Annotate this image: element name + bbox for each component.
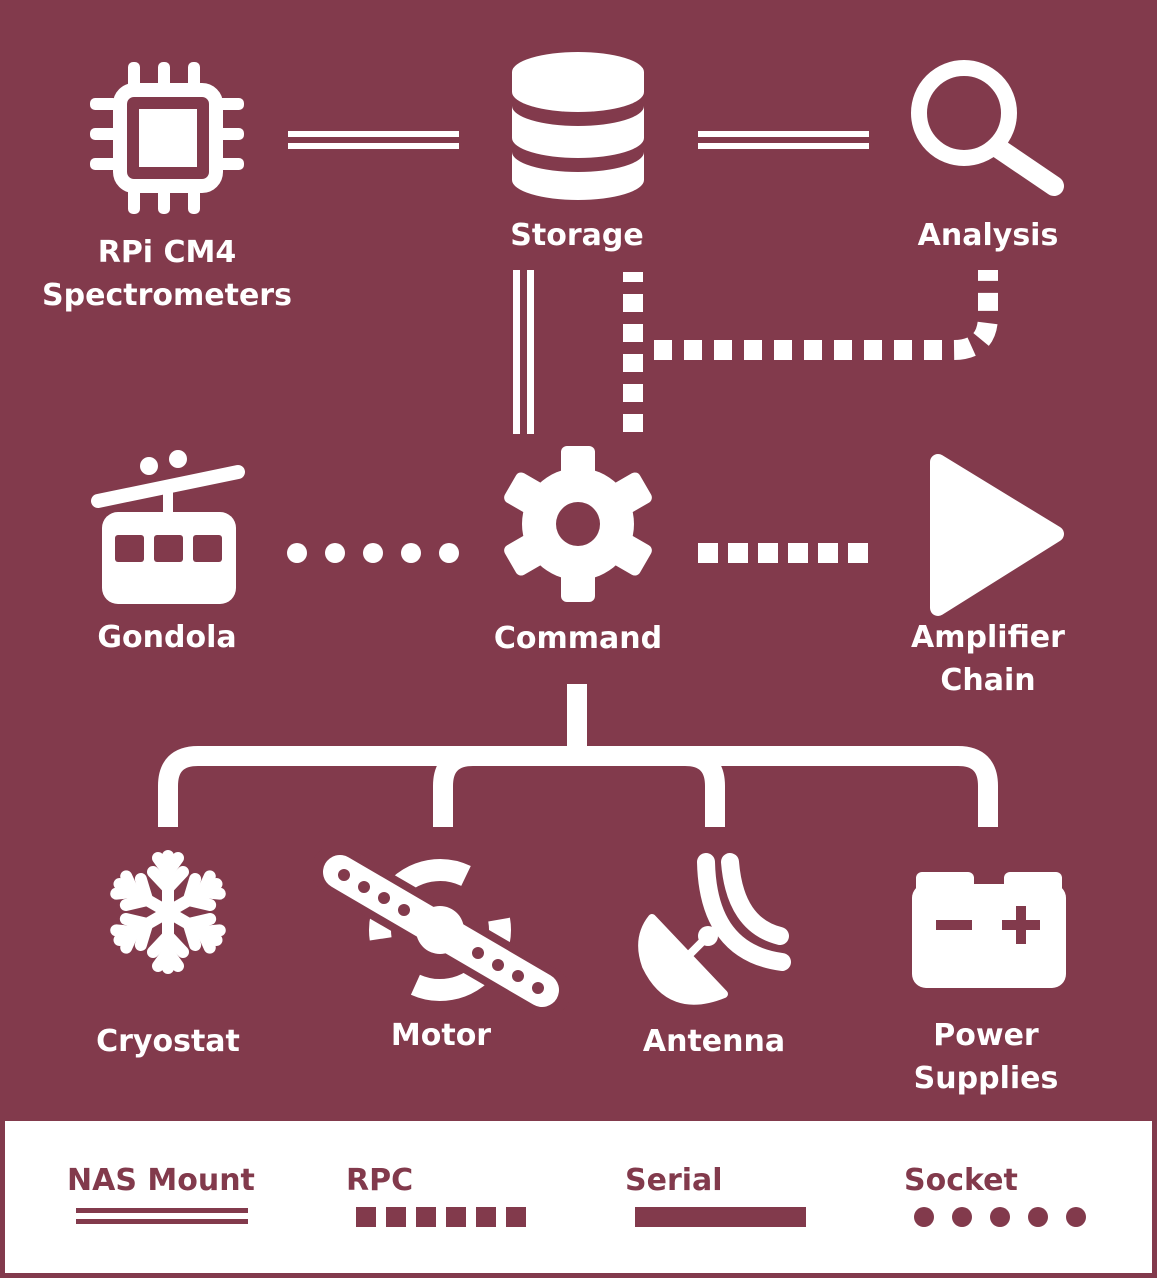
node-command-label: Command <box>493 621 663 656</box>
link-rpi-storage-nas <box>288 131 459 149</box>
snowflake-icon <box>110 850 226 974</box>
link-command-devices-serial <box>158 684 998 827</box>
legend-nas-label: NAS Mount <box>67 1163 255 1198</box>
node-antenna-label: Antenna <box>642 1024 786 1059</box>
node-power-label: Power Supplies <box>914 1014 1059 1100</box>
play-triangle-icon <box>930 454 1064 616</box>
node-rpi-label-line1: RPi CM4 <box>97 235 237 270</box>
node-analysis-label: Analysis <box>917 218 1059 253</box>
link-storage-command-nas <box>513 270 534 434</box>
node-rpi-label-line2: Spectrometers <box>42 278 292 313</box>
gear-icon <box>504 446 652 602</box>
node-rpi-label: RPi CM4 Spectrometers <box>42 231 292 317</box>
node-amplifier-label-line2: Chain <box>940 663 1036 698</box>
satellite-dish-icon <box>638 853 791 1005</box>
database-icon <box>512 52 644 200</box>
legend-serial-label: Serial <box>625 1163 723 1198</box>
node-amplifier-label: Amplifier Chain <box>911 616 1065 702</box>
legend-rpc-label: RPC <box>346 1163 414 1198</box>
link-analysis-command-rpc <box>623 270 998 432</box>
link-storage-analysis-nas <box>698 131 869 149</box>
node-cryostat-label: Cryostat <box>96 1024 240 1059</box>
legend-socket-label: Socket <box>904 1163 1018 1198</box>
node-motor-label: Motor <box>390 1018 492 1053</box>
link-gondola-command-socket <box>287 543 459 563</box>
node-power-label-line1: Power <box>933 1018 1039 1053</box>
node-storage-label: Storage <box>510 218 644 253</box>
node-amplifier-label-line1: Amplifier <box>911 620 1065 655</box>
battery-icon <box>912 872 1066 988</box>
gondola-icon <box>91 450 245 604</box>
node-gondola-label: Gondola <box>97 620 237 655</box>
node-power-label-line2: Supplies <box>913 1061 1059 1096</box>
magnifier-icon <box>911 60 1064 196</box>
cpu-chip-icon <box>90 62 244 214</box>
legend-serial-swatch <box>635 1207 806 1227</box>
motor-icon <box>311 845 571 1017</box>
legend-nas-swatch <box>76 1208 248 1224</box>
link-command-amplifier-rpc <box>698 543 868 563</box>
legend-rpc-swatch <box>356 1207 526 1227</box>
legend-socket-swatch <box>914 1207 1086 1227</box>
legend-panel <box>5 1121 1152 1273</box>
